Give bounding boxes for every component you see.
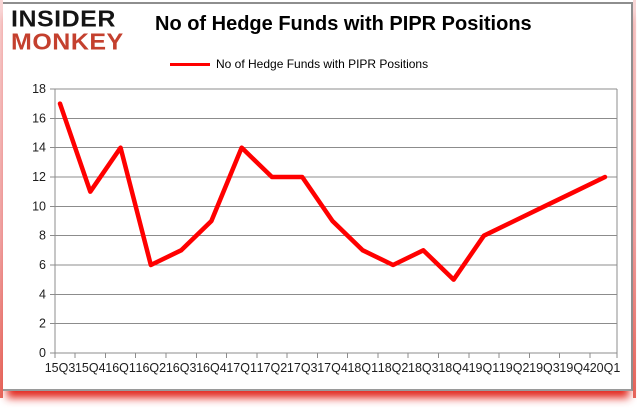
x-axis-label: 17Q1 [226, 361, 257, 375]
y-axis-label: 6 [39, 258, 46, 272]
x-axis-label: 16Q1 [105, 361, 136, 375]
insider-monkey-logo: INSIDER MONKEY [11, 6, 124, 55]
x-axis-label: 17Q4 [317, 361, 348, 375]
x-axis-label: 19Q2 [499, 361, 530, 375]
x-axis-label: 15Q3 [45, 361, 76, 375]
y-axis-label: 2 [39, 317, 46, 331]
frame-edge-left [0, 0, 3, 398]
y-axis-label: 0 [39, 346, 46, 360]
x-axis-label: 16Q4 [196, 361, 227, 375]
y-axis-label: 10 [32, 199, 46, 213]
logo-text-monkey: MONKEY [11, 29, 124, 55]
legend: No of Hedge Funds with PIPR Positions [170, 57, 428, 71]
chart-title: No of Hedge Funds with PIPR Positions [155, 13, 532, 35]
x-axis-label: 17Q2 [257, 361, 288, 375]
y-axis-label: 14 [32, 141, 46, 155]
data-line [57, 101, 608, 282]
frame-edge-right [633, 0, 636, 398]
x-axis-label: 19Q3 [529, 361, 560, 375]
x-axis-label: 18Q4 [438, 361, 469, 375]
x-axis-label: 20Q1 [590, 361, 621, 375]
x-axis-label: 17Q3 [287, 361, 318, 375]
x-axis-label: 18Q2 [378, 361, 409, 375]
x-axis-label: 19Q1 [469, 361, 500, 375]
x-axis-label: 18Q3 [408, 361, 439, 375]
x-axis-label: 19Q4 [559, 361, 590, 375]
logo-text-insider: INSIDER [11, 6, 116, 32]
x-axis-label: 15Q4 [75, 361, 106, 375]
y-axis-label: 4 [39, 287, 46, 301]
x-axis-label: 16Q2 [136, 361, 167, 375]
legend-line-swatch [170, 62, 210, 66]
y-axis-label: 8 [39, 229, 46, 243]
y-axis-label: 16 [32, 111, 46, 125]
y-axis-label: 12 [32, 170, 46, 184]
x-axis-label: 16Q3 [166, 361, 197, 375]
y-axis-label: 18 [32, 82, 46, 96]
legend-label: No of Hedge Funds with PIPR Positions [216, 57, 429, 71]
x-axis-label: 18Q1 [347, 361, 378, 375]
